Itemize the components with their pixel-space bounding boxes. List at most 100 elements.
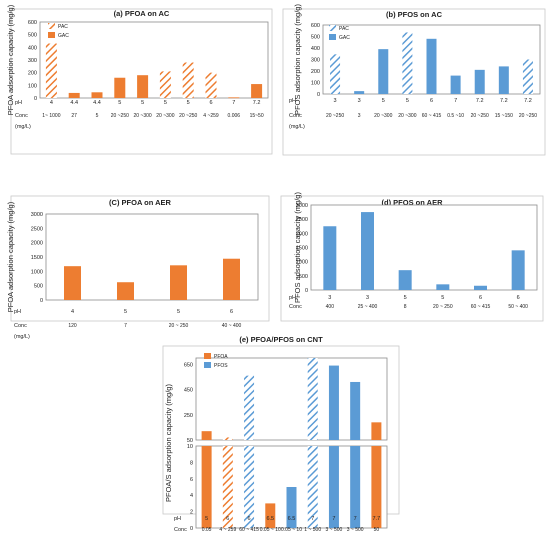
conc-value: 20 ~250 <box>519 113 537 119</box>
panel-c: (C) PFOA on AER PFOA adsorption capacity … <box>6 195 270 340</box>
y-tick-label: 4 <box>190 493 193 499</box>
y-tick-label: 2 <box>190 510 193 516</box>
y-tick-label: 500 <box>28 33 37 39</box>
y-tick-label: 2000 <box>31 241 43 247</box>
bar-upper-segment <box>201 431 212 440</box>
ph-value: 7 <box>232 100 235 106</box>
ph-value: 7.2 <box>500 98 508 104</box>
unit-row-label: (mg/L) <box>14 334 30 340</box>
y-tick-label: 200 <box>28 71 37 77</box>
legend-label: GAC <box>339 35 350 41</box>
y-tick-label: 450 <box>184 388 193 394</box>
chart-title: (a) PFOA on AC <box>114 9 170 18</box>
conc-value: 1 ~ 500 <box>304 527 321 533</box>
conc-value: 3 ~ 500 <box>326 527 343 533</box>
bar-upper-segment <box>328 365 339 440</box>
bar-lower-segment <box>350 446 361 528</box>
y-tick-label: 0 <box>317 92 320 98</box>
conc-value: 20 ~ 250 <box>169 323 189 329</box>
panel-a: (a) PFOA on AC PFOA adsorption capacity (… <box>6 4 273 155</box>
ph-value: 3 <box>366 295 369 301</box>
conc-row-label: Conc <box>174 527 187 533</box>
chart-title: (e) PFOA/PFOS on CNT <box>239 335 323 344</box>
ph-value: 7.2 <box>253 100 261 106</box>
bar <box>64 266 81 300</box>
y-tick-label: 500 <box>34 284 43 290</box>
y-axis-label: PFOA/S adsorption capacity (mg/g) <box>164 384 173 502</box>
panel-frame <box>10 8 273 155</box>
conc-value: 27 <box>71 113 77 119</box>
conc-value: 20 ~250 <box>326 113 344 119</box>
bar-upper-segment <box>244 375 255 440</box>
legend-swatch <box>204 362 211 368</box>
bar <box>170 265 187 300</box>
y-tick-label: 600 <box>311 23 320 29</box>
panel-frame <box>10 195 270 322</box>
conc-value: 20 ~250 <box>111 113 129 119</box>
conc-value: 0.05 ~ 10 <box>260 527 281 533</box>
bar-upper-segment <box>371 422 382 440</box>
panel-d: (d) PFOS on AER PFOS adsorption capacity … <box>280 192 544 322</box>
bar <box>436 284 450 290</box>
y-tick-label: 2500 <box>31 226 43 232</box>
y-tick-label: 200 <box>311 69 320 75</box>
conc-value: 40 ~ 400 <box>222 323 242 329</box>
conc-value: 7 <box>124 323 127 329</box>
ph-value: 6 <box>209 100 212 106</box>
ph-value: 5 <box>406 98 409 104</box>
conc-row-label: Conc <box>14 323 27 329</box>
ph-value: 5 <box>141 100 144 106</box>
y-tick-label: 1500 <box>296 246 308 252</box>
y-tick-label: 100 <box>28 83 37 89</box>
conc-value: 20 ~ 250 <box>433 304 453 310</box>
ph-value: 5 <box>441 295 444 301</box>
y-axis-label: PFOA adsorption capacity (mg/g) <box>6 201 15 312</box>
plot-area <box>45 213 259 301</box>
y-tick-label: 2500 <box>296 217 308 223</box>
bar-upper-segment <box>307 358 318 440</box>
y-tick-label: 500 <box>311 35 320 41</box>
bar <box>323 226 337 290</box>
chart-title: (C) PFOA on AER <box>109 198 172 207</box>
conc-value: 15~50 <box>250 113 264 119</box>
ph-value: 7.7 <box>373 516 381 522</box>
ph-value: 7 <box>332 516 335 522</box>
bar-upper-segment <box>350 381 361 440</box>
conc-value: 15 ~150 <box>495 113 513 119</box>
bar <box>205 72 217 98</box>
conc-value: 20 ~300 <box>133 113 151 119</box>
y-tick-label: 250 <box>184 413 193 419</box>
conc-value: 1~ 1000 <box>42 113 60 119</box>
conc-value: 25 ~ 400 <box>358 304 378 310</box>
bar <box>426 38 437 94</box>
conc-value: 3 ~ 500 <box>347 527 364 533</box>
conc-value: 0.006 <box>228 113 241 119</box>
bar <box>330 54 341 94</box>
ph-value: 5 <box>164 100 167 106</box>
chart-title: (d) PFOS on AER <box>382 198 444 207</box>
bar-lower-segment <box>371 446 382 528</box>
ph-value: 4.4 <box>70 100 78 106</box>
legend-swatch <box>204 353 211 359</box>
conc-value: 3 <box>358 113 361 119</box>
legend-label: PFOS <box>214 363 228 369</box>
y-tick-label: 6 <box>190 477 193 483</box>
bar <box>68 92 80 98</box>
panel-frame <box>282 8 546 156</box>
y-tick-label: 0 <box>305 288 308 294</box>
ph-value: 5 <box>118 100 121 106</box>
legend-swatch <box>329 25 336 31</box>
conc-value: 60 ~ 415 <box>422 113 442 119</box>
ph-value: 7.2 <box>524 98 532 104</box>
y-tick-label: 0 <box>40 298 43 304</box>
conc-value: 20 ~250 <box>471 113 489 119</box>
y-tick-label: 100 <box>311 81 320 87</box>
legend-swatch <box>329 34 336 40</box>
y-tick-label: 8 <box>190 460 193 466</box>
bar-lower-segment <box>201 446 212 528</box>
ph-value: 4 <box>71 309 74 315</box>
bar <box>114 77 126 98</box>
bar-lower-segment <box>244 446 255 528</box>
ph-value: 6 <box>226 516 229 522</box>
